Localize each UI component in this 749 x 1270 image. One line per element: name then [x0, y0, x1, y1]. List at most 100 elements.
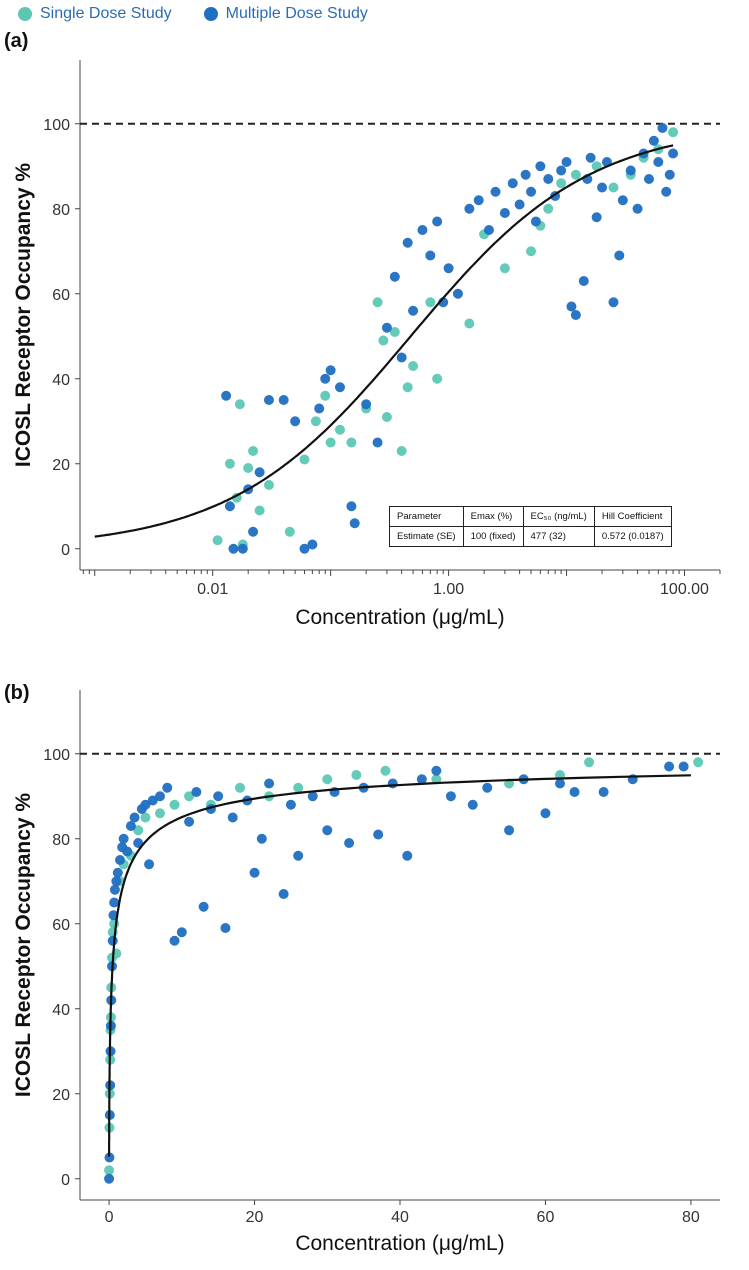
panel-a-label: (a) — [4, 30, 29, 52]
multiple-dose-point — [278, 395, 289, 405]
multiple-dose-point — [526, 186, 537, 197]
single-dose-point — [431, 774, 442, 785]
single-dose-point — [425, 297, 436, 308]
table-cell: 0.572 (0.0187) — [593, 526, 672, 547]
multiple-dose-point — [372, 437, 383, 448]
single-dose-point — [499, 263, 510, 274]
multiple-dose-point — [535, 161, 546, 172]
single-dose-point — [372, 297, 383, 308]
multiple-dose-point — [111, 876, 122, 887]
single-dose-point — [109, 918, 120, 929]
multiple-dose-point — [543, 174, 554, 184]
multiple-dose-point — [290, 416, 301, 427]
single-dose-point — [325, 437, 336, 448]
y-tick-label: 40 — [52, 372, 70, 389]
multiple-dose-point — [285, 799, 296, 810]
multiple-dose-point — [482, 782, 493, 793]
single-dose-point — [140, 812, 151, 823]
single-dose-point — [169, 799, 180, 810]
multiple-dose-point — [314, 403, 325, 414]
single-dose-point — [243, 463, 254, 473]
multiple-dose-point — [109, 897, 120, 908]
multiple-dose-point — [263, 395, 274, 405]
multiple-dose-point — [432, 216, 443, 227]
multiple-dose-point — [520, 169, 531, 180]
multiple-dose-point — [664, 761, 675, 772]
multiple-dose-point — [570, 310, 581, 320]
table-cell: Estimate (SE) — [389, 526, 464, 547]
legend-item-multiple-dose: Multiple Dose Study — [203, 5, 368, 23]
single-dose-point — [254, 505, 265, 516]
single-dose-point — [310, 416, 321, 427]
multiple-dose-point — [514, 199, 525, 210]
single-dose-point — [608, 182, 619, 193]
multiple-dose-point — [445, 791, 456, 802]
legend-label-single-dose: Single Dose Study — [40, 5, 172, 22]
single-dose-point — [334, 424, 345, 435]
multiple-dose-point — [373, 829, 384, 840]
x-tick-label: 60 — [537, 1209, 555, 1226]
multiple-dose-point — [184, 816, 195, 827]
multiple-dose-point — [325, 365, 336, 376]
multiple-dose-point — [293, 850, 304, 861]
single-dose-point — [432, 373, 443, 384]
multiple-dose-point — [664, 169, 675, 180]
multiple-dose-point — [591, 212, 602, 223]
multiple-dose-point — [227, 812, 238, 823]
chart-a: 0 20 40 60 80 100 0.01 1.00 100.00 Concentration … — [12, 60, 721, 629]
single-dose-point — [299, 454, 310, 465]
single-dose-point — [320, 390, 331, 401]
multiple-dose-point — [661, 186, 672, 197]
x-tick-label: 0.01 — [197, 581, 228, 598]
x-tick-label: 40 — [391, 1209, 409, 1226]
multiple-dose-point — [530, 216, 541, 227]
single-dose-point — [212, 535, 223, 546]
single-dose-point — [322, 774, 333, 785]
multiple-dose-point — [467, 799, 478, 810]
x-tick-label: 80 — [682, 1209, 700, 1226]
y-axis-label: ICOSL Receptor Occupancy % — [12, 793, 35, 1098]
single-dose-marker-icon — [18, 7, 32, 21]
chart-b: 0 20 40 60 80 100 0 20 40 60 80 Concentration (μg/m… — [12, 690, 720, 1255]
single-dose-point — [693, 757, 704, 768]
multiple-dose-point — [431, 765, 442, 776]
single-dose-point — [224, 458, 235, 469]
model-fit-curve — [107, 774, 691, 1157]
multiple-dose-point — [504, 825, 515, 836]
single-dose-point — [402, 382, 413, 393]
single-dose-point — [556, 178, 567, 189]
table-header-cell: Emax (%) — [462, 506, 524, 527]
multiple-dose-point — [334, 382, 345, 393]
table-row: Estimate (SE) 100 (fixed) 477 (32) 0.572… — [389, 526, 672, 547]
y-tick-label: 100 — [43, 117, 70, 134]
legend-label-multiple-dose: Multiple Dose Study — [225, 5, 368, 22]
multiple-dose-point — [657, 123, 668, 133]
single-dose-point — [668, 127, 679, 138]
multiple-dose-point — [228, 543, 239, 554]
multiple-dose-point — [678, 761, 689, 772]
table-header-cell: Hill Coefficient — [593, 506, 672, 527]
parameter-table: Parameter Emax (%) EC₅₀ (ng/mL) Hill Coe… — [389, 506, 672, 547]
multiple-dose-point — [402, 850, 413, 861]
multiple-dose-point — [598, 787, 609, 797]
multiple-dose-point — [191, 787, 202, 797]
multiple-dose-point — [561, 157, 572, 167]
multiple-dose-point — [499, 208, 510, 218]
y-tick-label: 0 — [61, 542, 70, 559]
multiple-dose-point — [256, 833, 267, 844]
single-dose-point — [284, 526, 295, 537]
multiple-dose-point — [122, 846, 133, 857]
multiple-dose-point — [198, 901, 209, 912]
multiple-dose-point — [104, 1152, 115, 1163]
multiple-dose-point — [473, 195, 484, 206]
multiple-dose-point — [389, 271, 400, 282]
single-dose-point — [155, 808, 165, 819]
multiple-dose-point — [299, 543, 310, 554]
table-cell: 477 (32) — [522, 526, 595, 547]
multiple-dose-point — [490, 186, 501, 197]
multiple-dose-point — [169, 935, 180, 946]
multiple-dose-point — [248, 526, 259, 537]
multiple-dose-point — [483, 225, 494, 235]
multiple-dose-point — [569, 787, 580, 797]
multiple-dose-point — [129, 812, 140, 823]
